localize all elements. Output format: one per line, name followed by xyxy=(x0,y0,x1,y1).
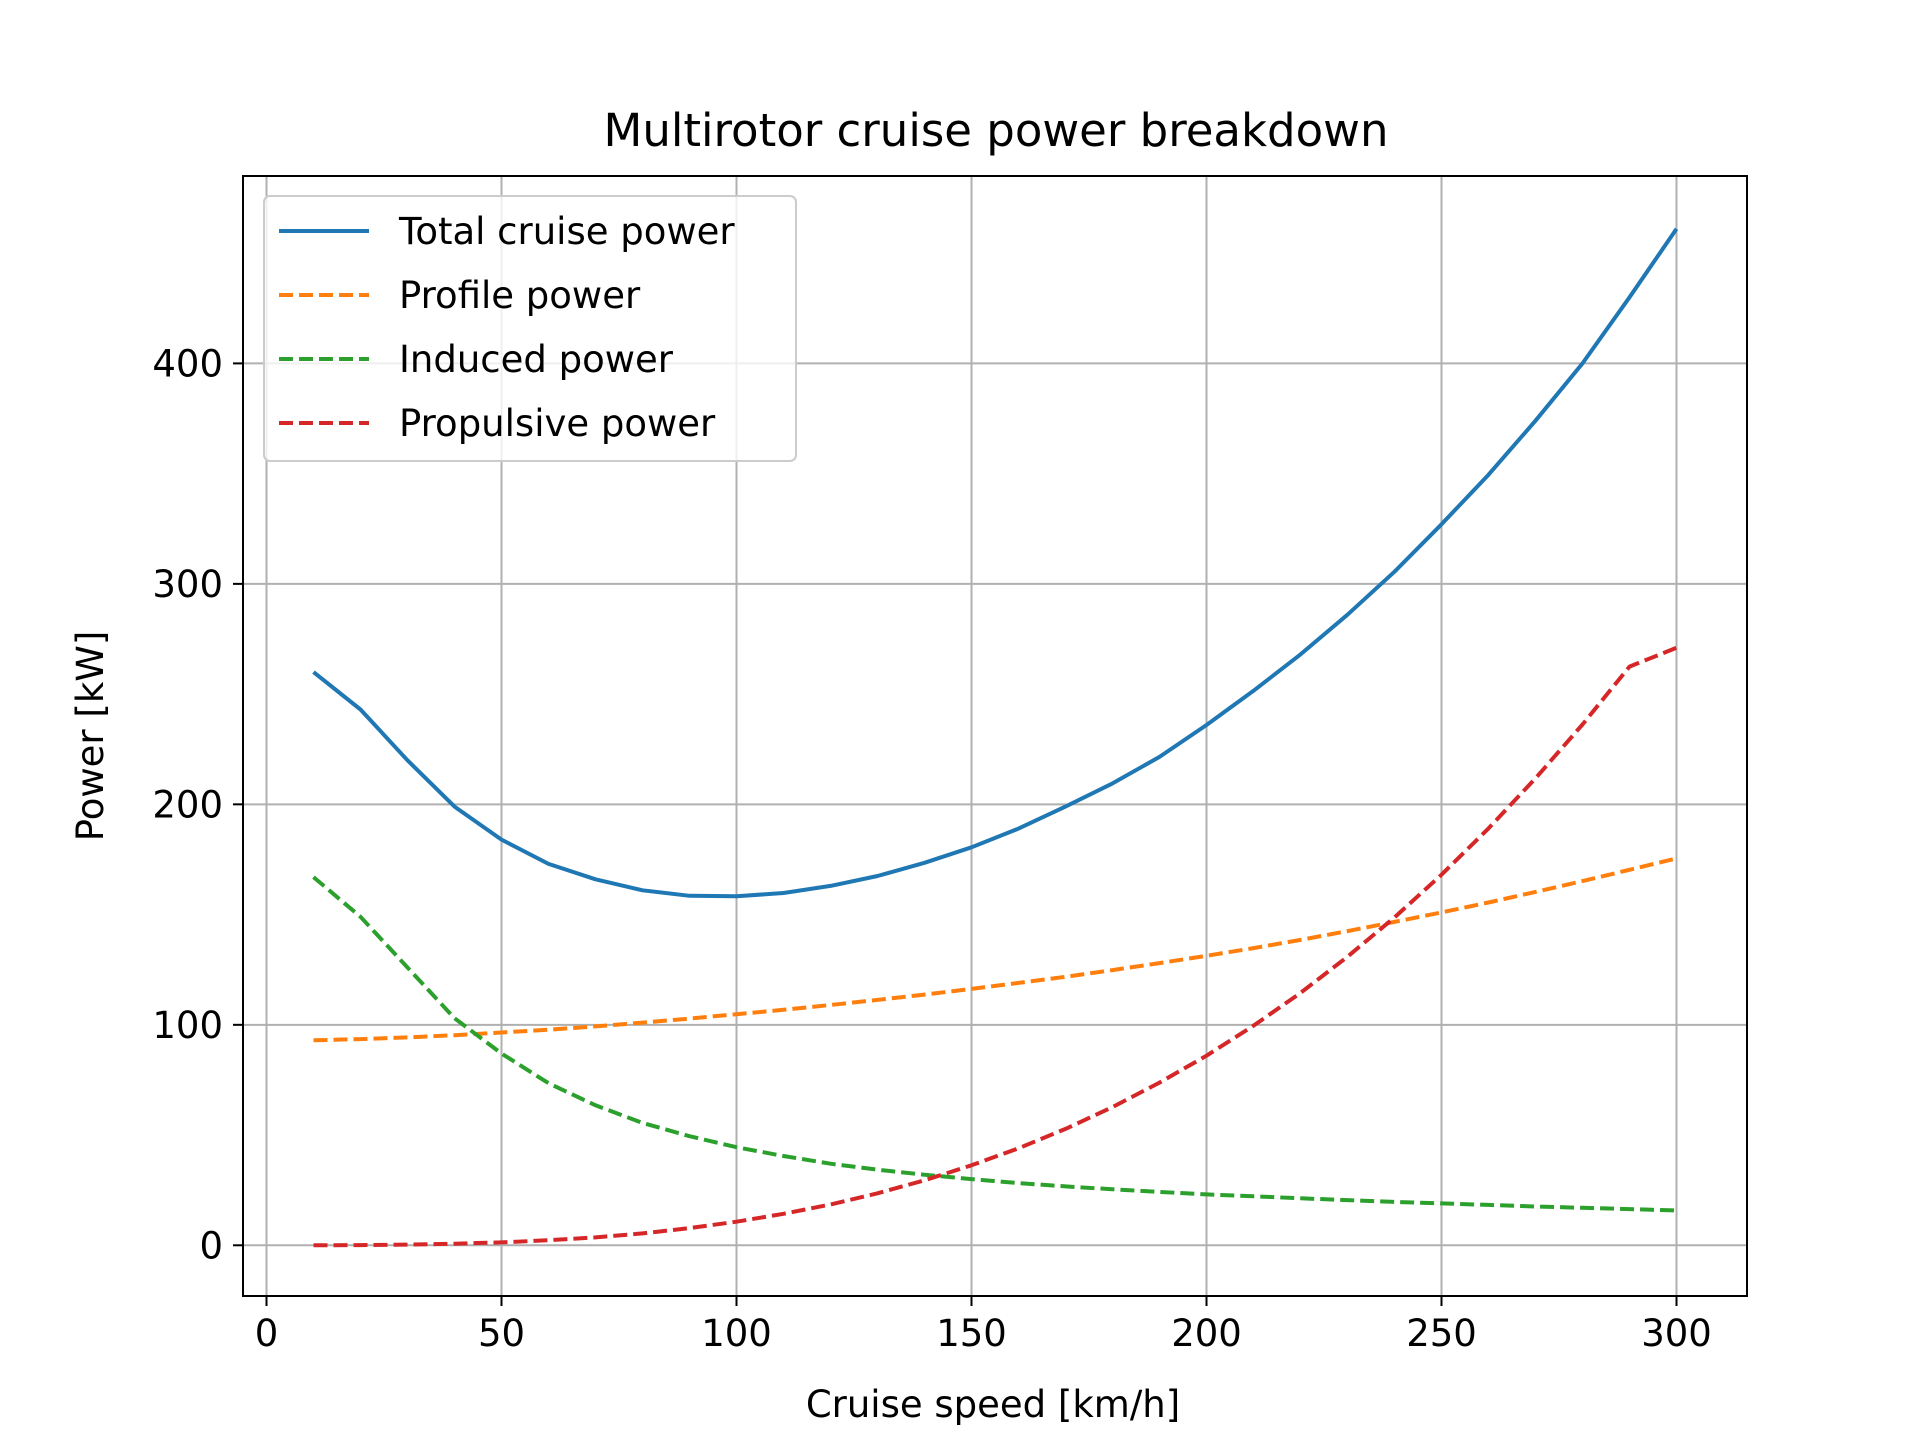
x-tick-label: 0 xyxy=(255,1312,279,1355)
series-layer xyxy=(312,227,1679,1248)
x-tick-label: 200 xyxy=(1171,1312,1242,1355)
x-tick-label: 300 xyxy=(1641,1312,1712,1355)
legend-label-profile-power: Profile power xyxy=(399,274,641,317)
y-tick-label: 300 xyxy=(152,563,223,606)
legend-label-induced-power: Induced power xyxy=(399,338,674,381)
x-axis-label: Cruise speed [km/h] xyxy=(806,1383,1180,1426)
y-axis-label: Power [kW] xyxy=(69,631,112,842)
x-tick-label: 50 xyxy=(478,1312,525,1355)
x-tick-label: 250 xyxy=(1406,1312,1477,1355)
legend-label-total-cruise-power: Total cruise power xyxy=(398,210,735,253)
x-tick-label: 100 xyxy=(701,1312,772,1355)
series-line-profile-power xyxy=(313,856,1677,1043)
y-tick-label: 400 xyxy=(152,342,223,385)
y-tick-label: 200 xyxy=(152,783,223,826)
plot-frame xyxy=(242,175,1748,1297)
legend-label-propulsive-power: Propulsive power xyxy=(399,402,716,445)
x-tick-label: 150 xyxy=(936,1312,1007,1355)
x-axis-ticks: 0 50 100 150 200 250 300 xyxy=(255,1296,1712,1355)
y-tick-label: 100 xyxy=(152,1004,223,1047)
y-axis-ticks: 0 100 200 300 400 xyxy=(152,342,243,1267)
y-tick-label: 0 xyxy=(199,1224,223,1267)
series-line-induced-power xyxy=(312,875,1677,1213)
legend-box xyxy=(263,195,797,462)
series-line-total-cruise-power xyxy=(312,227,1679,899)
legend: Total cruise power Profile power Induced p… xyxy=(263,195,797,462)
chart-title: Multirotor cruise power breakdown xyxy=(604,104,1389,157)
series-line-propulsive-power xyxy=(313,645,1678,1248)
